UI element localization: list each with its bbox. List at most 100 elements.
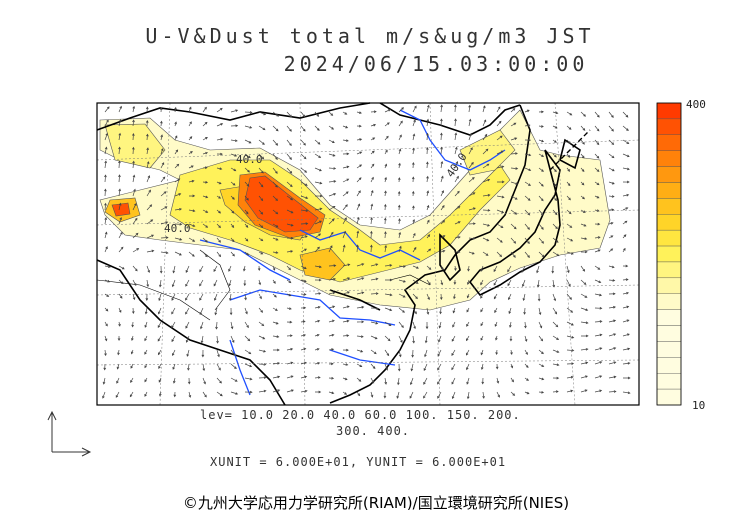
wind-arrow — [412, 321, 416, 330]
wind-arrow — [314, 139, 321, 145]
wind-arrow — [230, 251, 235, 257]
wind-arrow — [102, 377, 106, 385]
wind-arrow — [342, 217, 347, 225]
wind-arrow — [468, 251, 475, 255]
wind-arrow — [314, 305, 321, 309]
wind-arrow — [622, 167, 630, 171]
wind-arrow — [510, 349, 513, 356]
wind-arrow — [412, 218, 416, 225]
wind-arrow — [230, 153, 238, 157]
wind-arrow — [426, 104, 430, 113]
wind-arrow — [566, 265, 570, 274]
wind-arrow — [452, 321, 456, 328]
colorbar — [656, 102, 682, 406]
wind-arrow — [201, 349, 205, 358]
wind-arrow — [426, 248, 432, 253]
wind-arrow — [580, 375, 588, 379]
wind-arrow — [214, 307, 218, 316]
wind-arrow — [397, 177, 401, 183]
wind-arrow — [580, 125, 586, 131]
wind-arrow — [244, 251, 249, 256]
wind-arrow — [468, 237, 476, 240]
wind-arrow — [300, 334, 307, 337]
wind-arrow — [524, 138, 532, 142]
wind-arrow — [159, 391, 162, 397]
wind-arrow — [384, 293, 393, 297]
wind-arrow — [146, 204, 153, 211]
wind-arrow — [426, 265, 432, 270]
wind-arrow — [286, 111, 293, 118]
wind-arrow — [496, 150, 504, 155]
wind-arrow — [104, 349, 107, 357]
wind-arrow — [622, 347, 631, 351]
wind-arrow — [566, 349, 575, 352]
wind-arrow — [213, 293, 218, 301]
wind-arrow — [228, 279, 232, 287]
wind-arrow — [300, 153, 307, 160]
wind-arrow — [230, 363, 237, 370]
wind-arrow — [230, 349, 236, 357]
wind-arrow — [300, 248, 307, 253]
wind-arrow — [286, 389, 294, 393]
wind-arrow — [411, 190, 415, 197]
wind-arrow — [230, 209, 235, 214]
wind-arrow — [314, 220, 322, 225]
wind-arrow — [580, 250, 588, 254]
graticule — [96, 102, 640, 406]
wind-arrow — [328, 391, 335, 395]
wind-arrow — [300, 111, 306, 118]
wind-arrow — [188, 223, 196, 227]
wind-arrow — [300, 361, 307, 365]
wind-arrow — [300, 209, 309, 213]
wind-arrow — [356, 216, 360, 225]
wind-arrow — [608, 195, 615, 198]
wind-arrow — [342, 363, 349, 366]
wind-arrow — [384, 231, 387, 239]
wind-arrow — [608, 125, 614, 132]
wind-arrow — [507, 265, 512, 273]
wind-arrow — [272, 209, 279, 215]
wind-arrow — [356, 177, 362, 183]
wind-arrow — [202, 180, 209, 184]
wind-arrow — [216, 167, 223, 171]
wind-arrow — [132, 293, 136, 301]
wind-arrow — [272, 348, 280, 352]
wind-arrow — [524, 335, 528, 342]
colorbar-step — [656, 245, 682, 263]
wind-arrow — [328, 305, 336, 309]
wind-arrow — [468, 104, 471, 113]
wind-arrow — [328, 111, 334, 116]
wind-arrow — [580, 334, 589, 338]
wind-arrow — [104, 231, 108, 239]
wind-arrow — [300, 139, 306, 146]
wind-arrow — [356, 138, 363, 141]
wind-arrow — [465, 349, 470, 356]
wind-arrow — [174, 149, 179, 155]
wind-arrow — [524, 377, 529, 381]
wind-arrow — [496, 195, 505, 199]
wind-arrow — [244, 167, 251, 173]
wind-arrow — [398, 245, 402, 253]
wind-arrow — [552, 307, 558, 315]
wind-arrow — [510, 209, 518, 215]
wind-arrow — [286, 195, 294, 201]
wind-arrow — [356, 151, 363, 155]
wind-arrow — [508, 307, 512, 315]
wind-arrow — [594, 320, 603, 323]
wind-arrow — [171, 349, 176, 356]
wind-arrow — [510, 251, 516, 258]
wind-arrow — [370, 292, 379, 295]
wind-arrow — [440, 205, 445, 211]
wind-arrow — [314, 376, 321, 379]
wind-arrow — [510, 391, 516, 396]
wind-arrow — [524, 391, 530, 395]
wind-arrow — [510, 108, 516, 113]
wind-arrow — [244, 321, 249, 329]
wind-arrow — [468, 161, 474, 169]
wind-arrow — [454, 132, 458, 141]
wind-arrow — [580, 293, 588, 298]
wind-arrow — [496, 135, 503, 141]
wind-arrow — [328, 319, 335, 323]
wind-arrow — [132, 279, 137, 286]
